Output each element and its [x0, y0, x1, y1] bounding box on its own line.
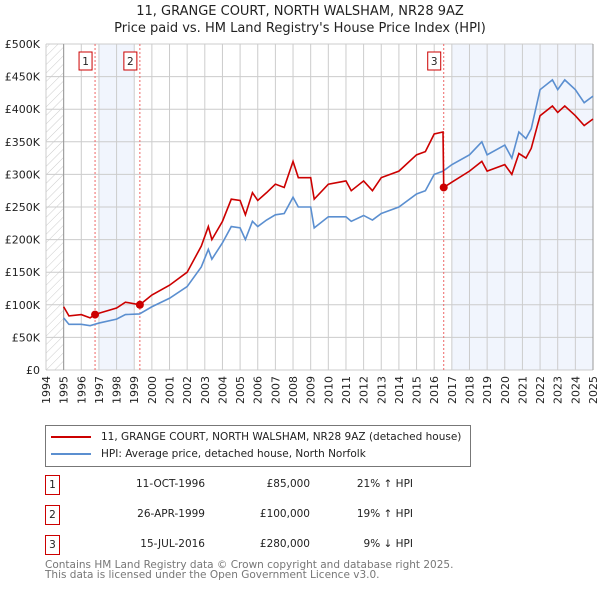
sale-label-number: 3 [431, 56, 438, 68]
x-tick-label: 2021 [516, 376, 529, 404]
y-tick-label: £50K [12, 331, 41, 344]
x-tick-label: 2018 [463, 376, 476, 404]
x-tick-label: 1998 [111, 376, 124, 404]
legend-line-red [51, 436, 91, 438]
sale-label-box [427, 51, 442, 71]
sale-hpi-diff: 19% ↑ HPI [356, 508, 413, 520]
y-tick-label: £250K [5, 201, 41, 214]
sale-date: 26-APR-1999 [137, 508, 205, 520]
sale-price: £280,000 [259, 538, 310, 550]
x-tick-label: 2023 [552, 376, 565, 404]
sale-point [135, 300, 144, 309]
x-tick-label: 1996 [75, 376, 88, 404]
x-tick-label: 2004 [216, 376, 229, 404]
x-tick-label: 2014 [393, 376, 406, 404]
y-tick-label: £100K [5, 299, 41, 312]
y-tick-label: £400K [5, 103, 41, 116]
x-tick-label: 2005 [234, 376, 247, 404]
sale-date: 15-JUL-2016 [140, 538, 205, 550]
x-tick-label: 1995 [58, 376, 71, 404]
x-tick-label: 2002 [181, 376, 194, 404]
chart-title: 11, GRANGE COURT, NORTH WALSHAM, NR28 9A… [136, 4, 464, 19]
property-price-line [62, 104, 594, 319]
sale-number-badge: 1 [45, 475, 60, 495]
sale-row: 2 26-APR-1999 £100,000 19% ↑ HPI [45, 505, 445, 525]
footer-attribution: Contains HM Land Registry data © Crown c… [45, 559, 454, 581]
x-tick-label: 2025 [587, 376, 600, 404]
x-tick-label: 1997 [93, 376, 106, 404]
x-tick-label: 2016 [428, 376, 441, 404]
y-tick-label: £0 [26, 364, 40, 377]
sale-point [439, 183, 448, 192]
sale-price: £85,000 [266, 478, 310, 490]
x-tick-label: 2017 [446, 376, 459, 404]
x-tick-label: 2007 [269, 376, 282, 404]
chart-subtitle: Price paid vs. HM Land Registry's House … [114, 21, 486, 36]
x-tick-label: 2019 [481, 376, 494, 404]
x-tick-label: 2013 [375, 376, 388, 404]
x-tick-label: 2012 [358, 376, 371, 404]
legend-label-property: 11, GRANGE COURT, NORTH WALSHAM, NR28 9A… [101, 431, 462, 443]
y-tick-label: £200K [5, 234, 41, 247]
sale-label-number: 1 [82, 56, 89, 68]
x-tick-label: 2001 [164, 376, 177, 404]
x-tick-label: 2022 [534, 376, 547, 404]
sale-hpi-diff: 9% ↓ HPI [363, 538, 413, 550]
sale-price: £100,000 [259, 508, 310, 520]
sale-number-badge: 2 [45, 505, 60, 525]
sale-row: 1 11-OCT-1996 £85,000 21% ↑ HPI [45, 475, 445, 495]
sale-label-number: 2 [127, 56, 134, 68]
x-tick-label: 2020 [499, 376, 512, 404]
x-tick-label: 2015 [411, 376, 424, 404]
sale-date: 11-OCT-1996 [136, 478, 205, 490]
y-tick-label: £500K [5, 38, 41, 51]
x-tick-label: 2011 [340, 376, 353, 404]
hpi-line [63, 78, 594, 327]
x-tick-label: 1999 [128, 376, 141, 404]
sale-row: 3 15-JUL-2016 £280,000 9% ↓ HPI [45, 535, 445, 555]
plot-area: 1994 1995 1996 1997 1998 1999 2000 2001 2002 2003… [5, 38, 600, 404]
legend-item-property: 11, GRANGE COURT, NORTH WALSHAM, NR28 9A… [46, 429, 461, 445]
sale-label-box [123, 51, 138, 71]
x-tick-label: 2010 [322, 376, 335, 404]
y-tick-label: £350K [5, 136, 41, 149]
sale-number-badge: 3 [45, 535, 60, 555]
sale-hpi-diff: 21% ↑ HPI [356, 478, 413, 490]
legend-label-hpi: HPI: Average price, detached house, Nort… [101, 448, 366, 460]
legend: 11, GRANGE COURT, NORTH WALSHAM, NR28 9A… [45, 425, 471, 467]
y-tick-label: £150K [5, 266, 41, 279]
footer-line-2: This data is licensed under the Open Gov… [45, 569, 380, 581]
legend-item-hpi: HPI: Average price, detached house, Nort… [46, 446, 366, 462]
x-tick-label: 2003 [199, 376, 212, 404]
x-tick-label: 2006 [252, 376, 265, 404]
sale-point [91, 310, 100, 319]
x-tick-label: 2000 [146, 376, 159, 404]
y-tick-label: £300K [5, 168, 41, 181]
x-tick-label: 2009 [305, 376, 318, 404]
legend-line-blue [51, 453, 91, 455]
y-tick-label: £450K [5, 71, 41, 84]
x-tick-label: 2024 [569, 376, 582, 404]
x-tick-label: 1994 [40, 376, 53, 404]
sale-label-box [78, 51, 93, 71]
x-tick-label: 2008 [287, 376, 300, 404]
footer-line-1: Contains HM Land Registry data © Crown c… [45, 559, 454, 571]
